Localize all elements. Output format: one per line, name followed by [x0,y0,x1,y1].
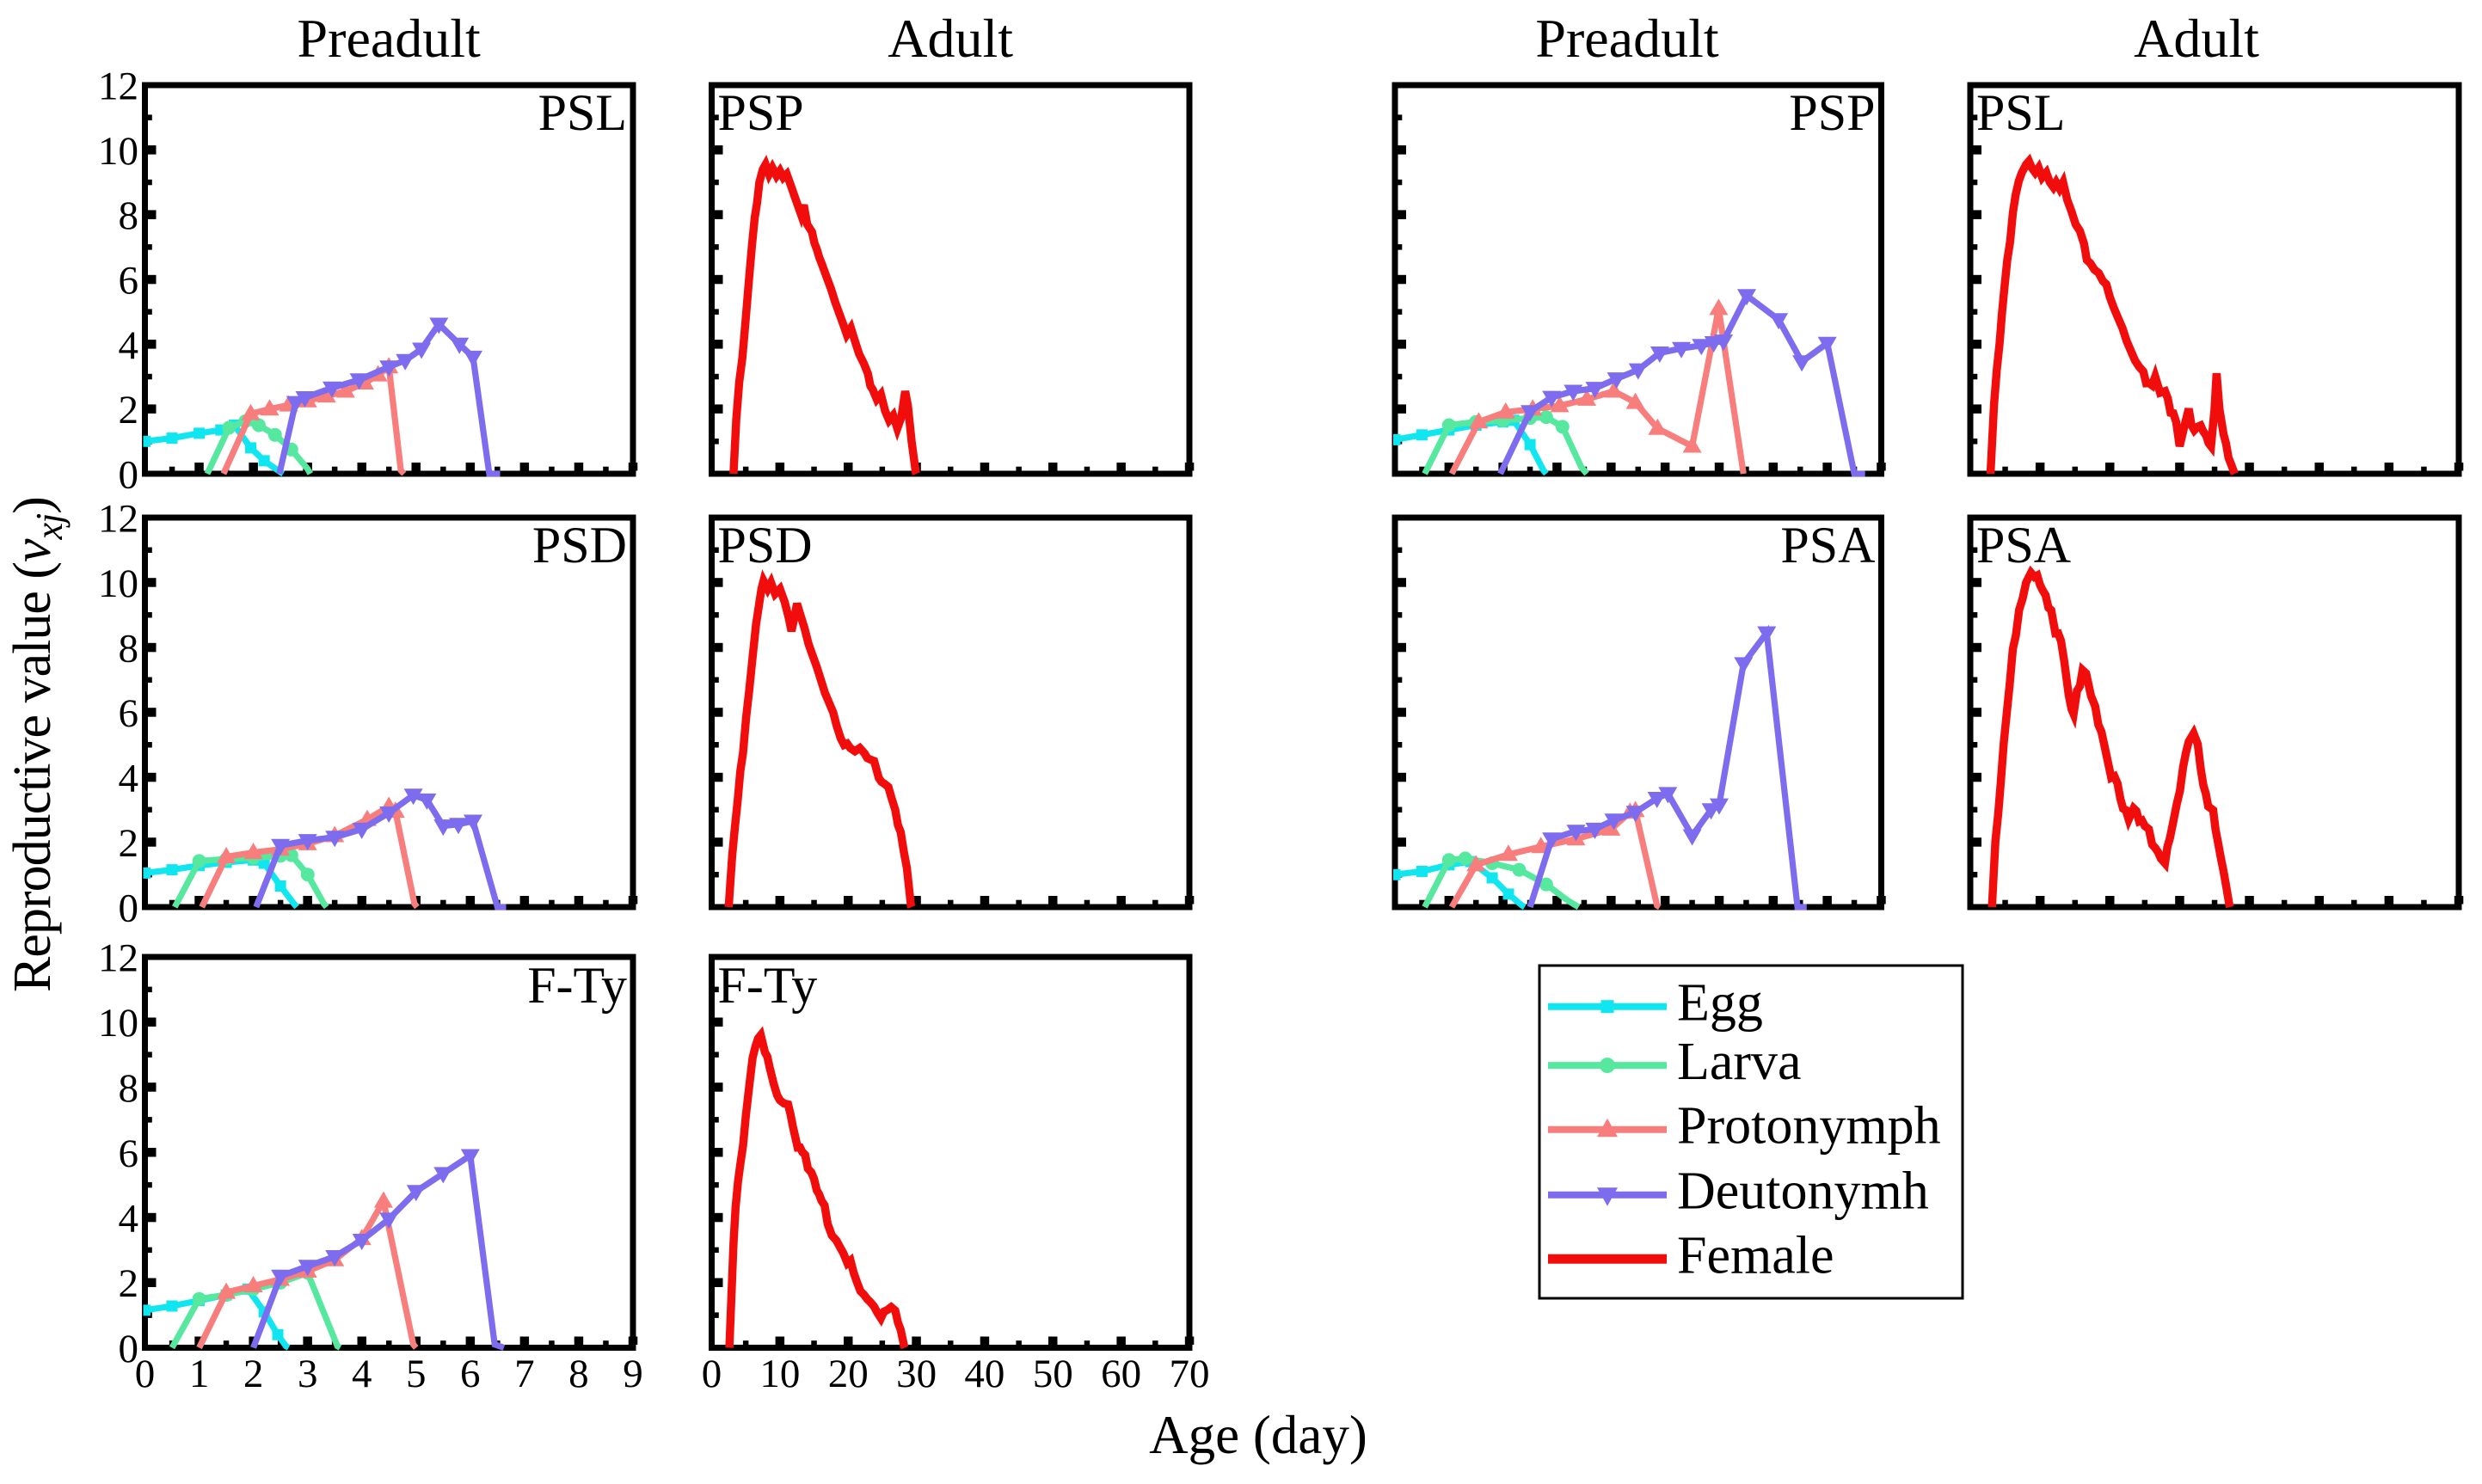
svg-text:6: 6 [460,1352,481,1396]
svg-text:Adult: Adult [2134,8,2259,69]
svg-text:6: 6 [119,1131,139,1176]
svg-text:12: 12 [98,936,138,981]
svg-text:8: 8 [119,1066,139,1111]
svg-text:12: 12 [98,64,138,109]
svg-text:PSD: PSD [718,517,813,573]
svg-text:Reproductive value (vxj): Reproductive value (vxj) [3,497,71,992]
svg-text:Larva: Larva [1677,1033,1802,1091]
svg-text:0: 0 [702,1352,722,1396]
svg-text:PSD: PSD [532,517,627,573]
svg-text:3: 3 [298,1352,318,1396]
svg-text:PSL: PSL [538,84,627,141]
svg-text:F-Ty: F-Ty [718,957,818,1014]
svg-text:2: 2 [119,388,139,432]
svg-text:2: 2 [243,1352,264,1396]
svg-text:0: 0 [135,1352,156,1396]
svg-text:PSA: PSA [1780,517,1875,573]
svg-text:10: 10 [98,129,138,174]
svg-text:8: 8 [568,1352,589,1396]
svg-text:20: 20 [828,1352,869,1396]
svg-text:4: 4 [119,1197,139,1242]
svg-text:10: 10 [759,1352,800,1396]
svg-text:8: 8 [119,193,139,238]
svg-text:5: 5 [406,1352,427,1396]
svg-text:PSP: PSP [718,84,804,141]
svg-text:30: 30 [896,1352,937,1396]
svg-text:Deutonymh: Deutonymh [1677,1162,1929,1221]
svg-text:Age (day): Age (day) [1149,1405,1367,1465]
svg-text:70: 70 [1170,1352,1210,1396]
svg-text:40: 40 [964,1352,1004,1396]
svg-text:1: 1 [189,1352,210,1396]
svg-text:4: 4 [119,757,139,801]
svg-text:0: 0 [119,886,139,931]
svg-text:0: 0 [119,1327,139,1371]
svg-text:Female: Female [1677,1226,1834,1285]
svg-text:PSP: PSP [1789,84,1875,141]
svg-text:8: 8 [119,627,139,671]
svg-text:6: 6 [119,691,139,736]
svg-text:4: 4 [119,323,139,368]
svg-text:Protonymph: Protonymph [1677,1097,1941,1156]
svg-text:50: 50 [1033,1352,1073,1396]
svg-text:Preadult: Preadult [298,8,482,69]
svg-text:12: 12 [98,497,138,542]
svg-text:F-Ty: F-Ty [527,957,627,1014]
svg-text:4: 4 [352,1352,372,1396]
svg-text:10: 10 [98,1001,138,1046]
svg-text:0: 0 [119,453,139,498]
svg-text:Preadult: Preadult [1535,8,1719,69]
svg-text:7: 7 [514,1352,535,1396]
svg-text:9: 9 [623,1352,643,1396]
svg-text:2: 2 [119,1261,139,1306]
svg-text:6: 6 [119,259,139,304]
svg-text:PSA: PSA [1976,517,2071,573]
svg-text:10: 10 [98,561,138,606]
svg-text:Egg: Egg [1677,974,1763,1033]
svg-text:2: 2 [119,821,139,866]
svg-text:Adult: Adult [888,8,1013,69]
svg-text:PSL: PSL [1976,84,2065,141]
svg-text:60: 60 [1101,1352,1141,1396]
